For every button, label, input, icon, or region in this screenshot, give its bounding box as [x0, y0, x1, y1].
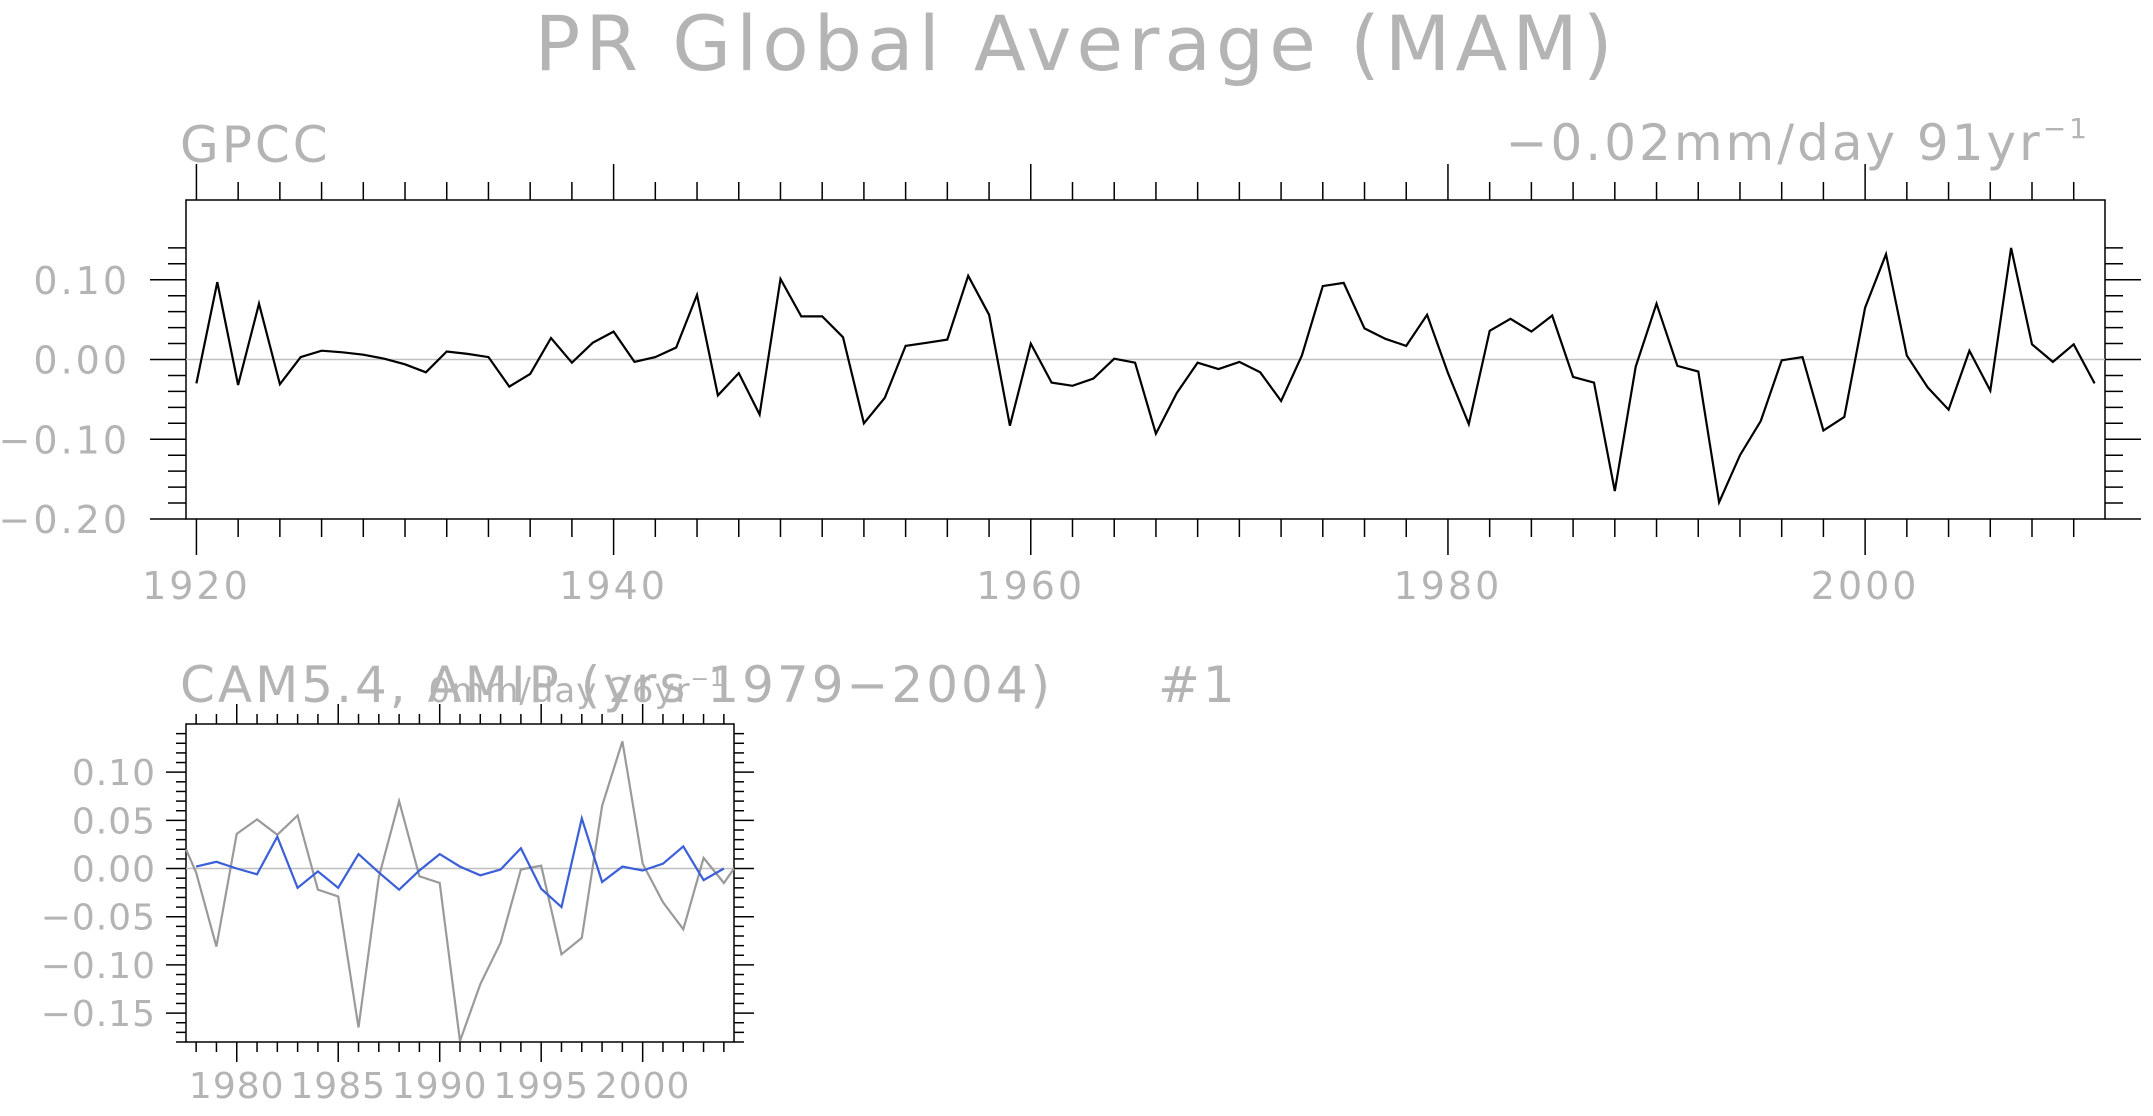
- cam-run-label: #1: [1158, 656, 1238, 714]
- gpcc-x-tick-label: 1960: [976, 564, 1085, 608]
- gpcc-trend-label: −0.02mm/day 91yr−1: [1506, 112, 2090, 172]
- cam-y-tick-label: −0.05: [41, 898, 156, 939]
- gpcc-title: GPCC: [180, 116, 331, 174]
- cam-y-tick-label: 0.00: [72, 850, 156, 891]
- cam-title: CAM5.4, AMIP (yrs 1979−2004): [180, 656, 1053, 714]
- page-title: PR Global Average (MAM): [534, 0, 1617, 88]
- cam-panel: CAM5.4, AMIP (yrs 1979−2004) #1 0mm/day …: [41, 656, 1238, 1107]
- cam-trend-exponent: −1: [691, 667, 725, 692]
- gpcc-y-tick-label: −0.10: [0, 418, 130, 462]
- cam-x-tick-label: 1995: [493, 1066, 589, 1107]
- gpcc-x-tick-label: 1920: [142, 564, 251, 608]
- cam-y-tick-label: 0.05: [72, 801, 156, 842]
- gpcc-x-tick-label: 2000: [1811, 564, 1920, 608]
- gpcc-series-0-line: [195, 247, 2096, 507]
- gpcc-x-tick-label: 1940: [559, 564, 668, 608]
- gpcc-x-tick-label: 1980: [1394, 564, 1503, 608]
- cam-x-tick-label: 2000: [595, 1066, 691, 1107]
- gpcc-y-tick-label: −0.20: [0, 498, 130, 542]
- cam-series-0-line: [184, 740, 735, 1042]
- cam-series-1-line: [195, 814, 725, 910]
- gpcc-trend-value: −0.02mm/day 91yr: [1506, 114, 2043, 172]
- cam-y-tick-label: −0.15: [41, 994, 156, 1035]
- cam-x-tick-label: 1990: [392, 1066, 488, 1107]
- gpcc-trend-exponent: −1: [2043, 112, 2090, 145]
- gpcc-panel: GPCC −0.02mm/day 91yr−1 1920 1940 1960 1980…: [0, 112, 2141, 608]
- cam-y-tick-label: −0.10: [41, 946, 156, 987]
- gpcc-y-tick-label: 0.00: [33, 339, 130, 383]
- cam-y-tick-label: 0.10: [72, 753, 156, 794]
- cam-trend-label: 0mm/day 26yr−1: [429, 667, 725, 711]
- cam-x-tick-label: 1980: [189, 1066, 285, 1107]
- cam-x-tick-label: 1985: [290, 1066, 386, 1107]
- cam-trend-value: 0mm/day 26yr: [429, 671, 691, 711]
- gpcc-y-tick-label: 0.10: [33, 259, 130, 303]
